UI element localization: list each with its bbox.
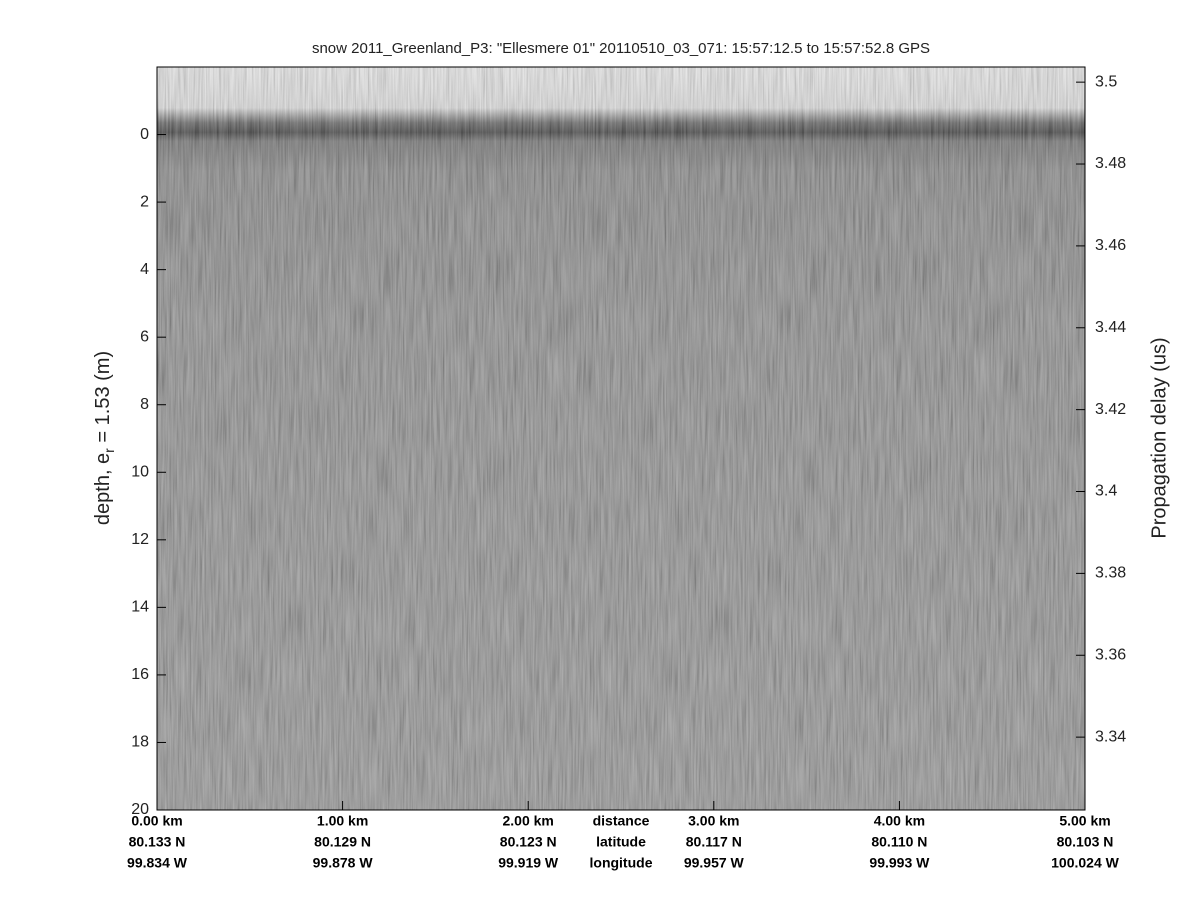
y2-tick-label: 3.44 bbox=[1095, 319, 1126, 336]
y-tick-label: 4 bbox=[140, 261, 149, 278]
y-axis-label-part: depth, e bbox=[92, 453, 114, 525]
longitude-label: 99.957 W bbox=[684, 855, 745, 871]
y-tick-label: 8 bbox=[140, 396, 149, 413]
y-tick-label: 20 bbox=[131, 801, 149, 818]
y-tick-label: 12 bbox=[131, 531, 149, 548]
longitude-label: 99.919 W bbox=[498, 855, 559, 871]
chart-title: snow 2011_Greenland_P3: "Ellesmere 01" 2… bbox=[312, 40, 930, 57]
x-tick-label: 0.00 km bbox=[131, 813, 182, 829]
latitude-label: 80.123 N bbox=[500, 834, 557, 850]
y-tick-label: 16 bbox=[131, 666, 149, 683]
x-tick-label: 5.00 km bbox=[1059, 813, 1110, 829]
row-name: distance bbox=[593, 813, 650, 829]
y-axis-label-part: = 1.53 (m) bbox=[92, 351, 114, 448]
y2-tick-label: 3.38 bbox=[1095, 565, 1126, 582]
plot-frame bbox=[156, 66, 1086, 811]
y-tick-label: 18 bbox=[131, 734, 149, 751]
longitude-label: 99.878 W bbox=[313, 855, 374, 871]
y2-tick-label: 3.46 bbox=[1095, 237, 1126, 254]
y-tick-label: 10 bbox=[131, 463, 149, 480]
row-name: longitude bbox=[590, 855, 653, 871]
x-tick-label: 2.00 km bbox=[503, 813, 554, 829]
row-name: latitude bbox=[596, 834, 646, 850]
y-tick-label: 2 bbox=[140, 193, 149, 210]
x-tick-label: 1.00 km bbox=[317, 813, 368, 829]
y2-tick-label: 3.36 bbox=[1095, 646, 1126, 663]
y2-tick-label: 3.4 bbox=[1095, 483, 1117, 500]
y-axis-label-subscript: r bbox=[101, 448, 117, 453]
y-axis-label: depth, er = 1.53 (m) bbox=[92, 351, 116, 525]
y2-tick-label: 3.42 bbox=[1095, 401, 1126, 418]
x-tick-label: 4.00 km bbox=[874, 813, 925, 829]
x-tick-label: 3.00 km bbox=[688, 813, 739, 829]
latitude-label: 80.133 N bbox=[129, 834, 186, 850]
y-tick-label: 0 bbox=[140, 126, 149, 143]
y-tick-label: 6 bbox=[140, 328, 149, 345]
latitude-label: 80.103 N bbox=[1057, 834, 1114, 850]
echogram bbox=[157, 67, 1085, 810]
y2-tick-label: 3.48 bbox=[1095, 155, 1126, 172]
longitude-label: 100.024 W bbox=[1051, 855, 1119, 871]
latitude-label: 80.129 N bbox=[314, 834, 371, 850]
echogram-noise bbox=[157, 67, 1085, 810]
y-tick-label: 14 bbox=[131, 599, 149, 616]
y2-axis-label: Propagation delay (us) bbox=[1148, 337, 1170, 538]
longitude-label: 99.834 W bbox=[127, 855, 188, 871]
latitude-label: 80.110 N bbox=[871, 834, 927, 850]
longitude-label: 99.993 W bbox=[869, 855, 930, 871]
latitude-label: 80.117 N bbox=[686, 834, 742, 850]
y2-tick-label: 3.34 bbox=[1095, 728, 1126, 745]
y2-tick-label: 3.5 bbox=[1095, 73, 1117, 90]
